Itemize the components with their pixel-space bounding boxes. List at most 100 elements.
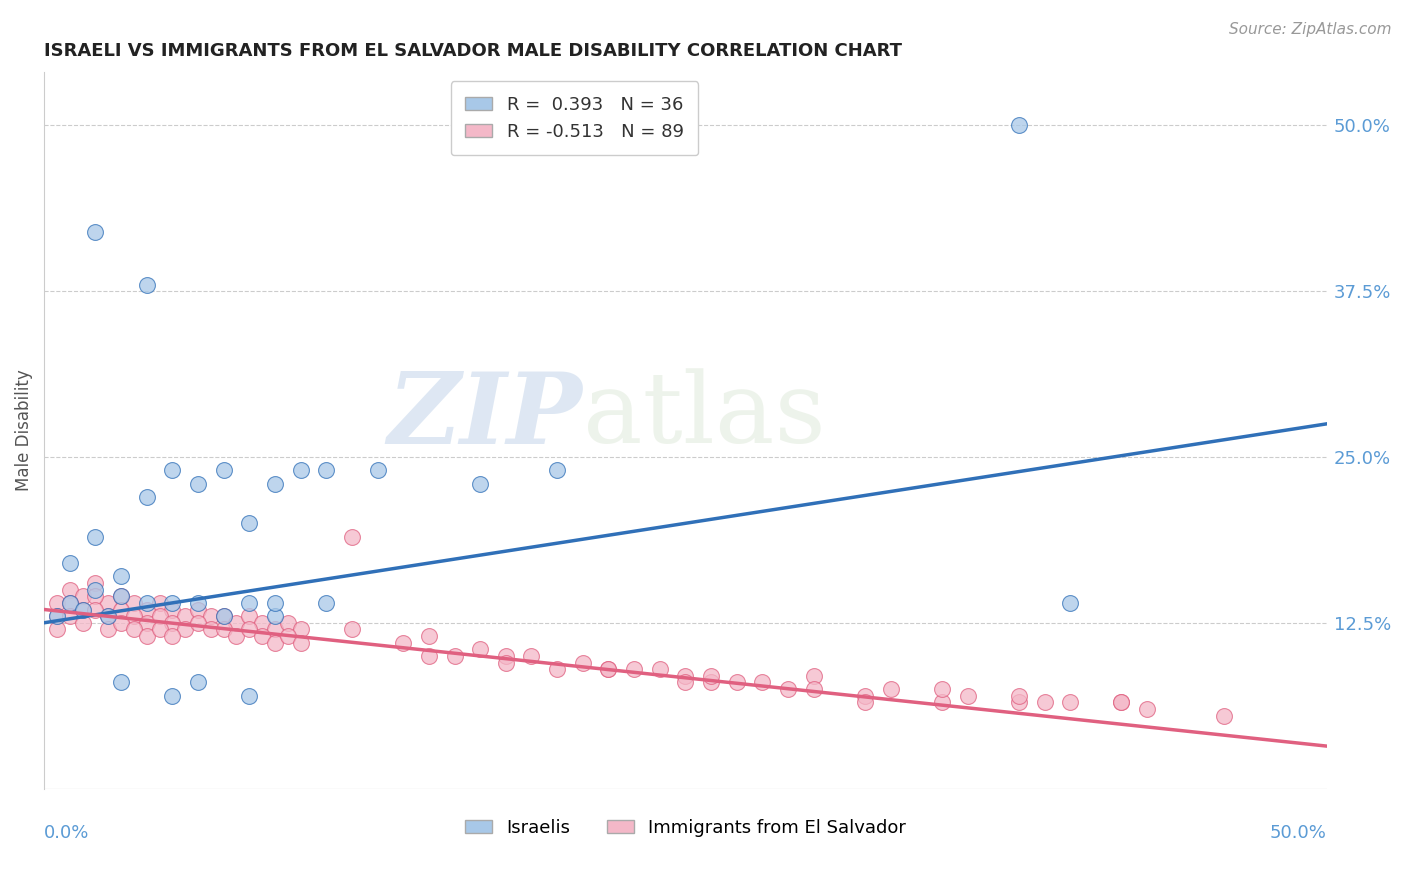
Point (212, 463, 235, 477)
Point (1059, 695, 1081, 709)
Point (392, 635, 415, 649)
Point (225, 615, 247, 630)
Point (264, 609, 287, 624)
Point (122, 596, 145, 610)
Point (212, 609, 235, 624)
Text: atlas: atlas (583, 368, 825, 464)
Point (495, 648, 517, 663)
Text: 0.0%: 0.0% (44, 824, 90, 842)
Point (72, 602, 94, 616)
Point (315, 463, 337, 477)
Point (238, 596, 260, 610)
Point (443, 648, 465, 663)
Point (59, 556, 82, 570)
Point (700, 669, 723, 683)
Point (72, 589, 94, 603)
Point (315, 596, 337, 610)
Point (148, 596, 170, 610)
Point (45, 623, 67, 637)
Point (59, 596, 82, 610)
Point (45, 609, 67, 624)
Point (135, 596, 157, 610)
Text: ZIP: ZIP (388, 368, 583, 465)
Point (418, 629, 440, 643)
Point (520, 648, 543, 663)
Point (84, 602, 107, 616)
Point (97, 596, 120, 610)
Point (97, 609, 120, 624)
Point (238, 609, 260, 624)
Point (187, 615, 209, 630)
Point (290, 635, 312, 649)
Point (367, 463, 389, 477)
Point (97, 623, 120, 637)
Point (72, 615, 94, 630)
Point (277, 629, 299, 643)
Point (135, 615, 157, 630)
Legend: Israelis, Immigrants from El Salvador: Israelis, Immigrants from El Salvador (457, 812, 912, 844)
Point (264, 476, 287, 491)
Point (162, 629, 184, 643)
Point (110, 569, 132, 583)
Point (1136, 702, 1159, 716)
Point (84, 225, 107, 239)
Point (264, 635, 287, 649)
Point (84, 576, 107, 591)
Point (546, 662, 568, 676)
Point (1059, 596, 1081, 610)
Point (290, 623, 312, 637)
Point (495, 656, 517, 670)
Point (122, 609, 145, 624)
Point (623, 662, 645, 676)
Text: Source: ZipAtlas.com: Source: ZipAtlas.com (1229, 22, 1392, 37)
Point (418, 648, 440, 663)
Point (97, 609, 120, 624)
Point (148, 609, 170, 624)
Point (277, 615, 299, 630)
Point (1008, 689, 1031, 703)
Text: 50.0%: 50.0% (1270, 824, 1327, 842)
Point (200, 609, 222, 624)
Point (250, 615, 273, 630)
Point (572, 656, 595, 670)
Point (174, 623, 197, 637)
Point (776, 682, 799, 697)
Point (212, 609, 235, 624)
Point (238, 689, 260, 703)
Point (84, 530, 107, 544)
Point (238, 623, 260, 637)
Point (59, 609, 82, 624)
Point (162, 615, 184, 630)
Point (546, 463, 568, 477)
Point (59, 596, 82, 610)
Point (59, 582, 82, 597)
Point (1008, 695, 1031, 709)
Point (931, 695, 953, 709)
Point (1033, 695, 1056, 709)
Point (751, 675, 773, 690)
Point (673, 669, 696, 683)
Point (174, 609, 197, 624)
Point (110, 589, 132, 603)
Point (84, 589, 107, 603)
Point (187, 675, 209, 690)
Point (673, 675, 696, 690)
Point (162, 463, 184, 477)
Point (45, 609, 67, 624)
Point (598, 662, 620, 676)
Point (187, 596, 209, 610)
Text: ISRAELI VS IMMIGRANTS FROM EL SALVADOR MALE DISABILITY CORRELATION CHART: ISRAELI VS IMMIGRANTS FROM EL SALVADOR M… (44, 42, 903, 60)
Point (148, 623, 170, 637)
Y-axis label: Male Disability: Male Disability (15, 369, 32, 491)
Point (162, 689, 184, 703)
Point (84, 582, 107, 597)
Point (290, 463, 312, 477)
Point (187, 602, 209, 616)
Point (340, 623, 363, 637)
Point (135, 602, 157, 616)
Point (110, 675, 132, 690)
Point (250, 629, 273, 643)
Point (1111, 695, 1133, 709)
Point (1213, 708, 1236, 723)
Point (598, 662, 620, 676)
